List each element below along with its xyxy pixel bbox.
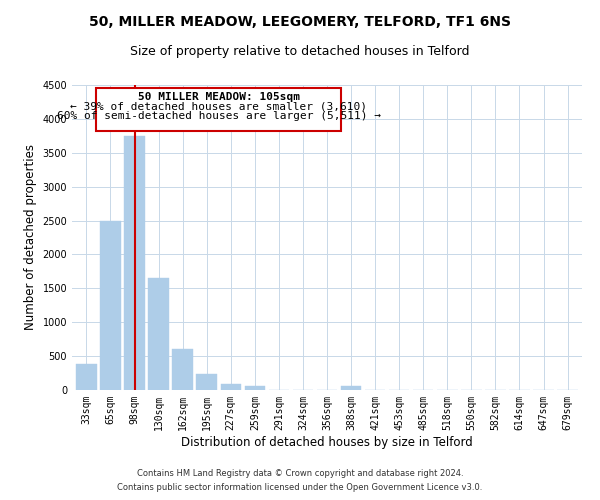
Text: Size of property relative to detached houses in Telford: Size of property relative to detached ho…: [130, 45, 470, 58]
Text: 60% of semi-detached houses are larger (5,511) →: 60% of semi-detached houses are larger (…: [57, 111, 381, 121]
Bar: [172, 350, 193, 390]
Y-axis label: Number of detached properties: Number of detached properties: [24, 144, 37, 330]
Text: 50, MILLER MEADOW, LEEGOMERY, TELFORD, TF1 6NS: 50, MILLER MEADOW, LEEGOMERY, TELFORD, T…: [89, 15, 511, 29]
Text: Contains public sector information licensed under the Open Government Licence v3: Contains public sector information licen…: [118, 484, 482, 492]
FancyBboxPatch shape: [96, 88, 341, 131]
Text: 50 MILLER MEADOW: 105sqm: 50 MILLER MEADOW: 105sqm: [138, 92, 300, 102]
Bar: [341, 386, 361, 390]
Bar: [100, 220, 121, 390]
Bar: [76, 364, 97, 390]
Bar: [245, 386, 265, 390]
Bar: [124, 136, 145, 390]
Text: ← 39% of detached houses are smaller (3,610): ← 39% of detached houses are smaller (3,…: [70, 102, 367, 112]
Bar: [148, 278, 169, 390]
Bar: [196, 374, 217, 390]
X-axis label: Distribution of detached houses by size in Telford: Distribution of detached houses by size …: [181, 436, 473, 448]
Text: Contains HM Land Registry data © Crown copyright and database right 2024.: Contains HM Land Registry data © Crown c…: [137, 468, 463, 477]
Bar: [221, 384, 241, 390]
